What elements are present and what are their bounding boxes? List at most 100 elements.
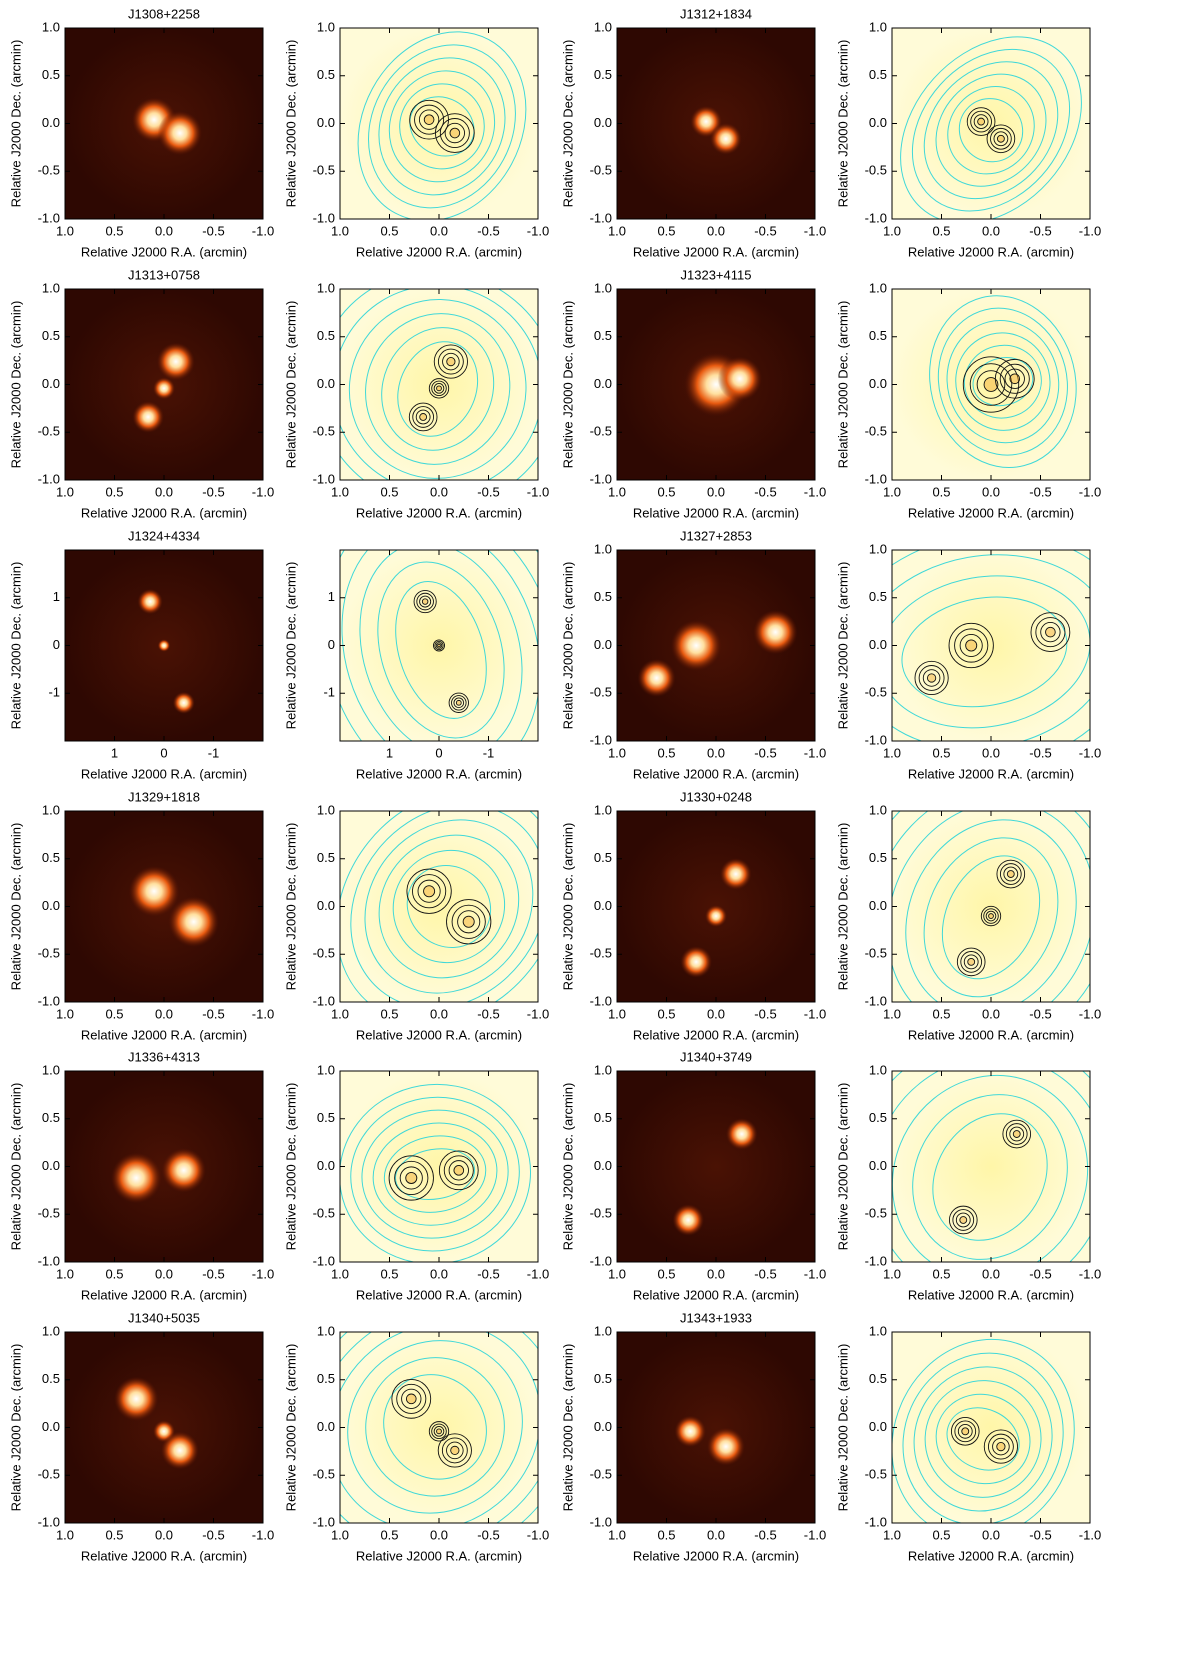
- x-tick-label: 0.5: [105, 1266, 123, 1281]
- source-blob: [706, 1427, 745, 1466]
- y-tick-label: -1.0: [865, 732, 887, 747]
- source-blob: [114, 1376, 159, 1422]
- x-tick-label: -1.0: [804, 1527, 826, 1542]
- radio-contour: [900, 36, 1082, 219]
- optical-contour: [443, 1155, 474, 1186]
- x-axis-label: Relative J2000 R.A. (arcmin): [633, 1287, 799, 1302]
- y-tick-label: -1.0: [38, 1514, 60, 1529]
- radio-contour: [341, 550, 538, 741]
- y-tick-label: 0.5: [594, 1371, 612, 1386]
- y-tick-label: 0.5: [42, 67, 60, 82]
- y-tick-label: -1: [48, 685, 60, 700]
- y-tick-label: 0.0: [42, 376, 60, 391]
- y-tick-label: -0.5: [590, 946, 612, 961]
- optical-contour: [922, 669, 941, 687]
- y-tick-label: -0.5: [865, 1206, 887, 1221]
- radio-contour: [388, 70, 496, 183]
- source-blob: [710, 122, 742, 155]
- panel: 1.0 0.5 0.0 -0.5 -1.01.00.50.0-0.5-1.0Relati…: [835, 19, 1101, 259]
- x-tick-label: -1.0: [1079, 1006, 1101, 1021]
- optical-contour: [1005, 1123, 1028, 1145]
- optical-contour: [405, 1393, 417, 1405]
- y-tick-label: 1.0: [42, 1323, 60, 1338]
- optical-contour: [1006, 870, 1015, 878]
- y-tick-label: -1.0: [865, 1514, 887, 1529]
- y-tick-label: 1.0: [317, 280, 335, 295]
- x-axis-label: Relative J2000 R.A. (arcmin): [633, 1548, 799, 1563]
- source-blob: [719, 858, 752, 890]
- panel-title: J1340+5035: [128, 1310, 200, 1325]
- optical-contour: [437, 643, 441, 648]
- radio-contour: [892, 811, 1090, 1002]
- radio-contour: [365, 313, 511, 465]
- image-background: [340, 1071, 538, 1262]
- y-tick-label: 0: [328, 637, 335, 652]
- x-tick-label: 1.0: [331, 484, 349, 499]
- x-axis-label: Relative J2000 R.A. (arcmin): [908, 1287, 1074, 1302]
- optical-contour: [433, 1426, 445, 1437]
- y-tick-label: 0.5: [869, 589, 887, 604]
- optical-contour: [416, 592, 434, 611]
- image: [892, 1071, 1090, 1262]
- radio-contour: [972, 357, 1034, 407]
- x-tick-label: -0.5: [754, 223, 776, 238]
- image-background: [340, 289, 538, 480]
- optical-contour: [983, 1429, 1018, 1464]
- image: [892, 1332, 1090, 1523]
- y-axis-label: Relative J2000 Dec. (arcmin): [560, 562, 575, 730]
- y-tick-label: 0.0: [594, 898, 612, 913]
- y-tick-label: -1.0: [313, 1514, 335, 1529]
- y-tick-label: 0.0: [42, 115, 60, 130]
- x-tick-label: 0.0: [982, 745, 1000, 760]
- image: [892, 289, 1090, 480]
- y-tick-label: 0.0: [42, 1158, 60, 1173]
- source-blob: [670, 620, 722, 671]
- x-tick-label: -0.5: [202, 1006, 224, 1021]
- image: [65, 1071, 263, 1262]
- y-tick-label: 0.5: [869, 850, 887, 865]
- y-tick-label: -0.5: [38, 1206, 60, 1221]
- x-axis-label: Relative J2000 R.A. (arcmin): [633, 766, 799, 781]
- x-tick-label: 0.5: [105, 223, 123, 238]
- y-tick-label: -1.0: [590, 210, 612, 225]
- x-tick-label: 1.0: [883, 745, 901, 760]
- panel-title: J1308+2258: [128, 6, 200, 21]
- optical-contour: [391, 1378, 432, 1419]
- panel-title: J1343+1933: [680, 1310, 752, 1325]
- x-tick-label: -1.0: [1079, 223, 1101, 238]
- radio-contour: [937, 307, 1068, 456]
- radio-contour: [929, 295, 1077, 468]
- panel: 1.0 0.5 0.0 -0.5 -1.01.00.50.0-0.5-1.0J1340+…: [8, 1310, 274, 1563]
- optical-contour: [418, 109, 440, 130]
- y-tick-label: 0.5: [317, 328, 335, 343]
- y-tick-label: -1.0: [590, 993, 612, 1008]
- x-tick-label: 0.5: [657, 1266, 675, 1281]
- image: [892, 28, 1090, 219]
- optical-contour: [437, 348, 464, 375]
- x-tick-label: 0.0: [155, 1266, 173, 1281]
- x-tick-label: -0.5: [477, 484, 499, 499]
- x-tick-label: 0.5: [657, 1006, 675, 1021]
- panel-title: J1340+3749: [680, 1049, 752, 1064]
- optical-contour: [1009, 373, 1021, 385]
- x-tick-label: -0.5: [202, 484, 224, 499]
- panel: 1.0 0.5 0.0 -0.5 -1.01.00.50.0-0.5-1.0Relati…: [835, 280, 1101, 520]
- x-axis-label: Relative J2000 R.A. (arcmin): [81, 1027, 247, 1042]
- image: [340, 289, 538, 480]
- radio-contour: [383, 1135, 487, 1213]
- y-tick-label: 1.0: [317, 19, 335, 34]
- x-tick-label: 0.5: [932, 223, 950, 238]
- radio-contour: [406, 864, 492, 949]
- optical-contour: [419, 413, 428, 421]
- optical-contour: [952, 1209, 975, 1231]
- optical-contour: [457, 910, 481, 934]
- y-axis-label: Relative J2000 Dec. (arcmin): [8, 562, 23, 730]
- y-axis-label: Relative J2000 Dec. (arcmin): [8, 823, 23, 991]
- x-tick-label: 0.5: [657, 484, 675, 499]
- x-tick-label: 0.0: [707, 1006, 725, 1021]
- image-background: [617, 1332, 815, 1523]
- panel: 1.0 0.5 0.0 -0.5 -1.01.00.50.0-0.5-1.0Relati…: [283, 802, 549, 1042]
- image: [340, 1332, 538, 1523]
- x-tick-label: -0.5: [754, 1266, 776, 1281]
